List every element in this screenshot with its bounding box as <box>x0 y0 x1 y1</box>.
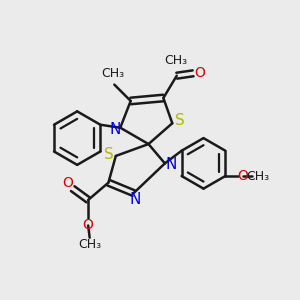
Text: S: S <box>175 113 184 128</box>
Text: O: O <box>62 176 73 190</box>
Text: N: N <box>109 122 121 137</box>
Text: CH₃: CH₃ <box>78 238 101 251</box>
Text: N: N <box>130 192 141 207</box>
Text: CH₃: CH₃ <box>164 54 188 67</box>
Text: S: S <box>103 147 113 162</box>
Text: CH₃: CH₃ <box>101 67 124 80</box>
Text: N: N <box>166 157 177 172</box>
Text: O: O <box>237 169 248 183</box>
Text: O: O <box>83 218 94 233</box>
Text: O: O <box>194 66 205 80</box>
Text: CH₃: CH₃ <box>247 169 270 182</box>
